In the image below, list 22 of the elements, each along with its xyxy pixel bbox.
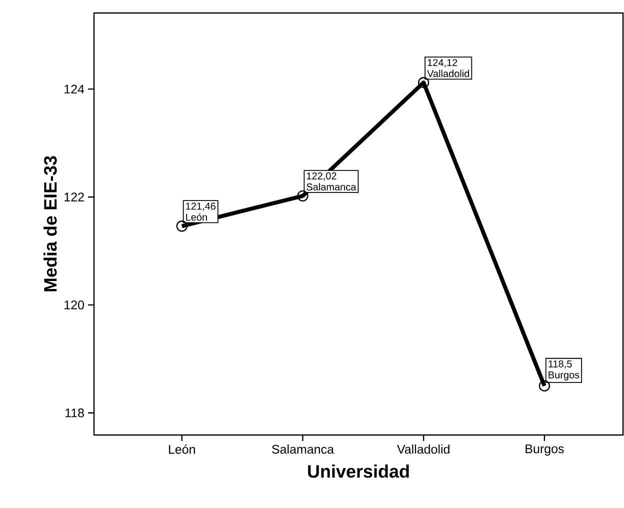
data-label: 124,12 — [428, 59, 458, 68]
data-label: 122,02 — [306, 172, 336, 181]
x-tick-label: Salamanca — [272, 444, 334, 454]
annotation: Salamanca — [306, 183, 356, 190]
annotation: Burgos — [548, 371, 580, 380]
x-tick-label: Valladolid — [397, 444, 450, 454]
point — [176, 220, 188, 232]
y-tick-label: 118 — [66, 408, 84, 418]
y-tick-label: 124 — [64, 84, 84, 94]
y-tick-label: 122 — [64, 192, 84, 202]
point — [538, 380, 550, 392]
y-axis-title: Media de EIE-33 — [44, 156, 57, 292]
x-tick-label: León — [169, 444, 195, 454]
data-label: 121,46 — [186, 202, 216, 211]
point — [418, 76, 430, 88]
point — [297, 190, 308, 202]
annotation: Valladolid — [427, 70, 470, 78]
y-tick-label: 120 — [64, 300, 84, 310]
x-axis-title: Universidad — [308, 464, 409, 478]
x-tick-label: Burgos — [526, 444, 564, 456]
data-label: 118,5 — [548, 360, 572, 369]
annotation: León — [186, 213, 207, 221]
